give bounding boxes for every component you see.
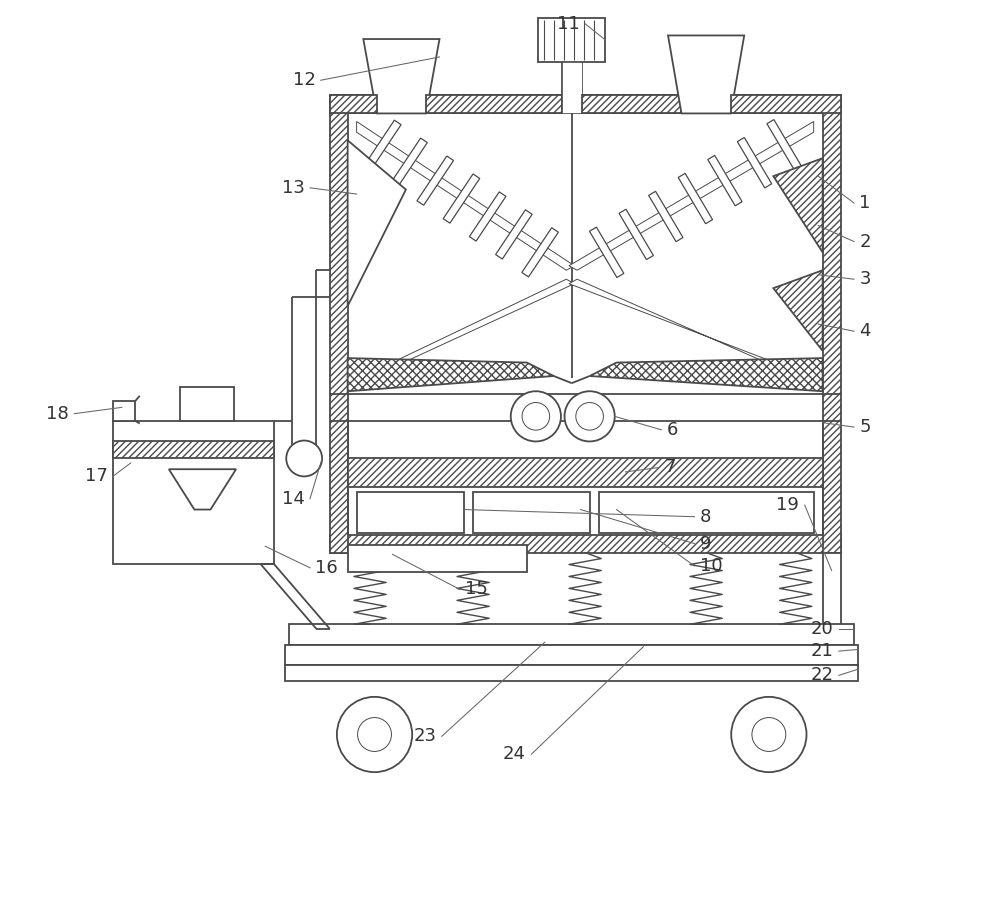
Text: 16: 16	[315, 559, 338, 577]
Polygon shape	[391, 138, 427, 187]
Text: 13: 13	[282, 179, 305, 197]
Polygon shape	[169, 469, 236, 510]
Circle shape	[286, 441, 322, 476]
Text: 5: 5	[859, 418, 871, 436]
Polygon shape	[823, 95, 841, 553]
Text: 23: 23	[413, 727, 436, 745]
Polygon shape	[426, 95, 562, 113]
Text: 1: 1	[859, 194, 871, 212]
Polygon shape	[469, 191, 506, 241]
Bar	[285, 645, 858, 664]
Polygon shape	[348, 140, 406, 306]
Bar	[285, 664, 858, 681]
Bar	[562, 62, 582, 113]
Circle shape	[565, 391, 615, 441]
Circle shape	[358, 717, 391, 752]
Text: 4: 4	[859, 322, 871, 340]
Text: 24: 24	[503, 745, 526, 763]
Polygon shape	[582, 95, 681, 113]
Text: 14: 14	[282, 490, 305, 508]
Polygon shape	[365, 120, 401, 169]
Text: 20: 20	[811, 619, 833, 637]
Polygon shape	[773, 271, 823, 351]
Polygon shape	[363, 39, 440, 113]
Text: 18: 18	[46, 405, 69, 423]
Polygon shape	[773, 158, 823, 253]
Polygon shape	[348, 358, 554, 391]
Polygon shape	[731, 95, 841, 113]
Text: 6: 6	[667, 421, 678, 439]
Polygon shape	[737, 138, 772, 188]
Text: 17: 17	[85, 467, 107, 485]
Polygon shape	[357, 121, 574, 271]
Polygon shape	[379, 280, 574, 369]
Polygon shape	[649, 191, 683, 242]
Text: 22: 22	[810, 666, 833, 684]
Polygon shape	[330, 95, 841, 113]
Bar	[599, 492, 814, 533]
Polygon shape	[496, 209, 532, 259]
Circle shape	[731, 697, 807, 772]
Polygon shape	[678, 174, 713, 224]
Polygon shape	[590, 358, 823, 391]
Text: 15: 15	[465, 581, 488, 599]
Bar	[289, 624, 854, 645]
Bar	[473, 492, 590, 533]
Text: 10: 10	[700, 557, 722, 575]
Text: 8: 8	[700, 508, 711, 526]
Bar	[113, 421, 274, 565]
Bar	[538, 17, 605, 62]
Text: 7: 7	[665, 458, 676, 476]
Polygon shape	[708, 156, 742, 206]
Text: 19: 19	[776, 496, 799, 514]
Polygon shape	[330, 535, 841, 553]
Text: 3: 3	[859, 271, 871, 289]
Bar	[113, 401, 135, 421]
Text: 9: 9	[700, 535, 711, 553]
Circle shape	[337, 697, 412, 772]
Polygon shape	[569, 121, 814, 271]
Polygon shape	[522, 227, 558, 277]
Polygon shape	[330, 95, 348, 553]
Polygon shape	[668, 35, 744, 113]
Polygon shape	[589, 227, 624, 278]
Circle shape	[511, 391, 561, 441]
Circle shape	[752, 717, 786, 752]
Polygon shape	[569, 280, 791, 369]
Text: 21: 21	[811, 642, 833, 660]
Bar	[357, 492, 464, 533]
Bar	[823, 553, 841, 628]
Polygon shape	[619, 209, 653, 260]
Bar	[180, 387, 234, 421]
Text: 2: 2	[859, 233, 871, 251]
Polygon shape	[443, 174, 480, 223]
Polygon shape	[348, 458, 823, 487]
Text: 12: 12	[293, 71, 315, 89]
Polygon shape	[113, 441, 274, 458]
Bar	[348, 546, 527, 573]
Circle shape	[522, 403, 550, 430]
Polygon shape	[767, 120, 801, 170]
Circle shape	[576, 403, 603, 430]
Polygon shape	[330, 95, 377, 113]
Polygon shape	[417, 156, 454, 205]
Text: 11: 11	[557, 14, 580, 32]
